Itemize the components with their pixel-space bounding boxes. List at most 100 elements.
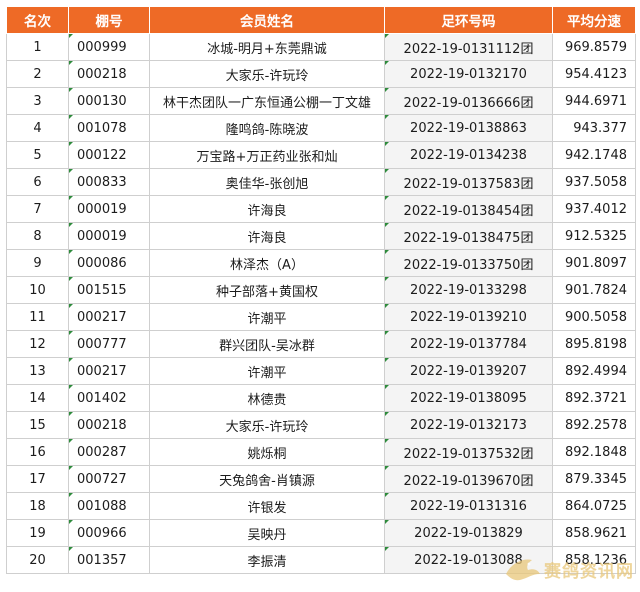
cell-speed: 895.8198 [552,330,636,358]
cell-speed-text: 912.5325 [564,228,627,244]
cell-speed-text: 892.3721 [564,390,627,406]
cell-speed: 954.4123 [552,60,636,88]
cell-shed-text: 000727 [77,471,127,487]
cell-flag-marker [69,304,73,308]
cell-speed: 901.7824 [552,276,636,304]
cell-flag-marker [69,493,73,497]
cell-flag-marker [69,358,73,362]
cell-rank-text: 20 [29,552,46,568]
cell-flag-marker [385,142,389,146]
cell-flag-marker [385,412,389,416]
cell-member-text: 林泽杰（A） [230,257,304,273]
cell-rank: 6 [6,168,69,196]
cell-ring: 2022-19-0133298 [384,276,553,304]
cell-ring: 2022-19-0139210 [384,303,553,331]
cell-ring: 2022-19-0132170 [384,60,553,88]
cell-rank-text: 10 [29,282,46,298]
cell-member: 林德贵 [149,384,385,412]
cell-speed: 892.4994 [552,357,636,385]
cell-ring: 2022-19-0131112团 [384,33,553,61]
cell-ring-text: 2022-19-0137784 [410,336,527,352]
cell-member: 林干杰团队一广东恒通公棚一丁文雄 [149,87,385,115]
cell-ring: 2022-19-0138863 [384,114,553,142]
cell-member-text: 许潮平 [247,311,287,327]
cell-rank-text: 1 [33,39,42,55]
cell-shed-text: 000086 [77,255,127,271]
cell-flag-marker [69,412,73,416]
cell-rank-text: 11 [29,309,46,325]
cell-flag-marker [385,250,389,254]
cell-member-text: 林干杰团队一广东恒通公棚一丁文雄 [162,95,371,111]
table-row: 7 000019 许海良 2022-19-0138454团 937.4012 [6,195,636,223]
cell-flag-marker [69,385,73,389]
cell-ring: 2022-19-0138454团 [384,195,553,223]
cell-ring-text: 2022-19-0139207 [410,363,527,379]
table-row: 16 000287 姚烁桐 2022-19-0137532团 892.1848 [6,438,636,466]
cell-speed-text: 858.9621 [564,525,627,541]
cell-ring-text: 2022-19-0139210 [410,309,527,325]
cell-flag-marker [385,115,389,119]
cell-speed-text: 892.2578 [564,417,627,433]
cell-speed: 864.0725 [552,492,636,520]
cell-speed: 944.6971 [552,87,636,115]
cell-shed-text: 000218 [77,417,127,433]
cell-flag-marker [69,142,73,146]
cell-speed-text: 954.4123 [564,66,627,82]
table-row: 9 000086 林泽杰（A） 2022-19-0133750团 901.8097 [6,249,636,277]
cell-flag-marker [69,466,73,470]
cell-speed-text: 895.8198 [564,336,627,352]
cell-member-text: 奥佳华-张创旭 [225,176,309,192]
cell-shed-text: 000130 [77,93,127,109]
cell-shed: 001515 [68,276,150,304]
cell-rank: 1 [6,33,69,61]
cell-flag-marker [69,331,73,335]
cell-speed-text: 864.0725 [564,498,627,514]
cell-ring-text: 2022-19-013829 [414,525,523,541]
table-header-row: 名次 棚号 会员姓名 足环号码 平均分速 [6,6,636,34]
cell-member: 群兴团队-吴冰群 [149,330,385,358]
cell-speed: 969.8579 [552,33,636,61]
cell-member: 大家乐-许玩玲 [149,411,385,439]
cell-ring: 2022-19-0137784 [384,330,553,358]
cell-ring-text: 2022-19-0138454团 [403,203,534,219]
cell-speed-text: 901.8097 [564,255,627,271]
cell-flag-marker [69,88,73,92]
cell-speed-text: 892.4994 [564,363,627,379]
table-row: 8 000019 许海良 2022-19-0138475团 912.5325 [6,222,636,250]
cell-speed-text: 944.6971 [564,93,627,109]
table-row: 11 000217 许潮平 2022-19-0139210 900.5058 [6,303,636,331]
cell-speed-text: 900.5058 [564,309,627,325]
cell-speed-text: 943.377 [573,120,627,136]
cell-shed-text: 000833 [77,174,127,190]
cell-shed-text: 001088 [77,498,127,514]
cell-shed-text: 001078 [77,120,127,136]
cell-shed: 000287 [68,438,150,466]
cell-ring-text: 2022-19-0132173 [410,417,527,433]
cell-speed: 858.9621 [552,519,636,547]
cell-ring: 2022-19-0131316 [384,492,553,520]
cell-member: 林泽杰（A） [149,249,385,277]
cell-ring-text: 2022-19-0138863 [410,120,527,136]
cell-speed: 900.5058 [552,303,636,331]
cell-speed-text: 901.7824 [564,282,627,298]
cell-member: 许银发 [149,492,385,520]
table-row: 1 000999 冰城-明月+东莞鼎诚 2022-19-0131112团 969.857… [6,33,636,61]
cell-rank-text: 2 [33,66,42,82]
cell-member: 隆鸣鸽-陈晓波 [149,114,385,142]
table-row: 10 001515 种子部落+黄国权 2022-19-0133298 901.7824 [6,276,636,304]
cell-ring: 2022-19-013829 [384,519,553,547]
cell-ring-text: 2022-19-0139670团 [403,473,534,489]
table-row: 3 000130 林干杰团队一广东恒通公棚一丁文雄 2022-19-0136666团 9… [6,87,636,115]
cell-flag-marker [385,277,389,281]
cell-rank: 10 [6,276,69,304]
cell-flag-marker [385,223,389,227]
cell-shed: 000777 [68,330,150,358]
cell-ring: 2022-19-013088 [384,546,553,574]
cell-flag-marker [69,34,73,38]
cell-flag-marker [69,547,73,551]
cell-flag-marker [385,196,389,200]
cell-speed-text: 969.8579 [564,39,627,55]
cell-speed: 892.2578 [552,411,636,439]
race-results-table: 名次 棚号 会员姓名 足环号码 平均分速 1 000999 冰城-明月+东莞鼎诚 20… [6,6,636,574]
